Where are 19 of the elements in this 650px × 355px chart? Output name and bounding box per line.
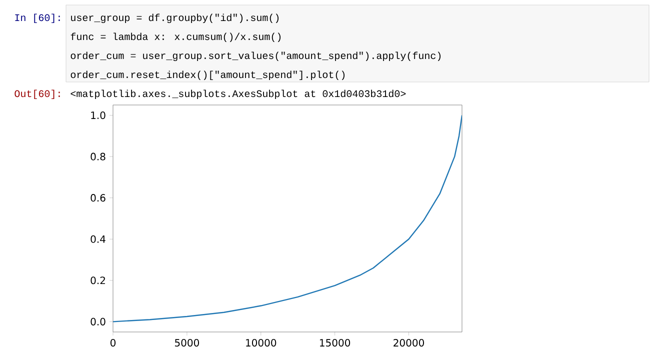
text: order_cum = user_group.sort_values("amount_spend").apply(func): [70, 52, 441, 62]
text: <matplotlib.axes._subplots.AxesSubplot at 0x1d0403b31d0>: [70, 90, 406, 100]
text: user_group = df.groupby("id").sum(): [71, 14, 279, 24]
x-tick-label: 10000: [246, 339, 276, 347]
x-tick-label: 5000: [174, 339, 200, 347]
y-tick-label: 0.0: [90, 318, 106, 326]
x-tick-label: 20000: [394, 339, 424, 347]
text: In [60]:: [15, 14, 60, 24]
x-tick-label: 15000: [320, 339, 350, 347]
y-tick-label: 0.2: [90, 276, 105, 284]
text: func = lambda x: x.cumsum()/x.sum(): [70, 32, 281, 42]
y-tick-label: 0.8: [90, 152, 106, 160]
x-tick-label: 0: [110, 339, 116, 347]
text: order_cum.reset_index()["amount_spend"].plot(): [70, 70, 345, 80]
line-series: [113, 114, 462, 322]
text: Out[60]:: [14, 90, 60, 100]
y-tick-label: 0.4: [90, 235, 106, 243]
y-tick-label: 1.0: [91, 112, 106, 120]
y-tick-label: 0.6: [90, 194, 106, 202]
